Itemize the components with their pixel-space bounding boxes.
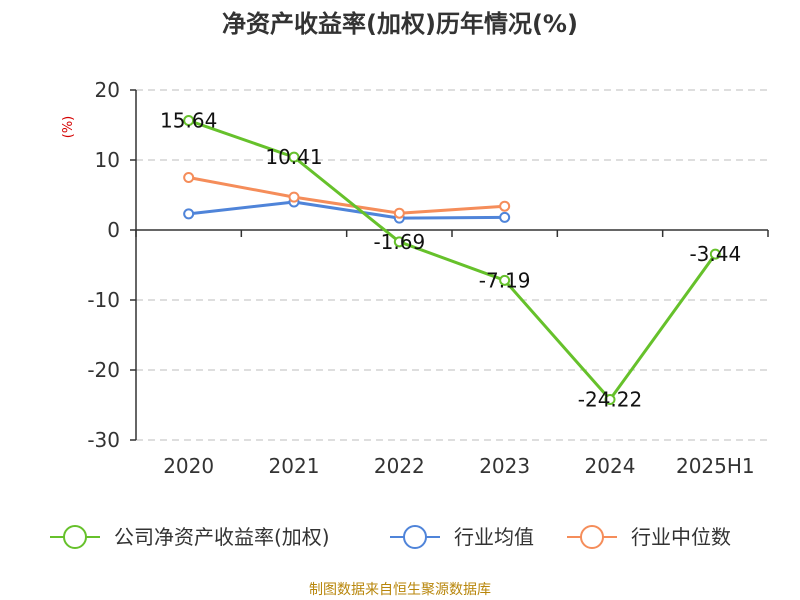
y-axis-unit-label: (%) [61, 116, 76, 139]
x-tick-label: 2024 [585, 454, 636, 478]
company-roe-data-label: -3.44 [689, 242, 741, 266]
legend-label-industry-average: 行业均值 [454, 525, 534, 549]
y-tick-label: -30 [87, 428, 120, 452]
legend-marker-company [63, 525, 87, 549]
y-tick-label: 0 [107, 218, 120, 242]
industry-average-point [499, 211, 511, 223]
industry-median-line [187, 176, 507, 215]
company-roe-data-label: 10.41 [265, 145, 322, 169]
industry-average-point [183, 208, 195, 220]
industry-median-point [183, 172, 195, 183]
y-tick-label: 10 [95, 148, 120, 172]
company-roe-point [499, 274, 511, 286]
legend-item-industry-average: 行业均值 [390, 525, 534, 549]
legend-label-industry-median: 行业中位数 [631, 525, 731, 549]
y-tick-label: -10 [87, 288, 120, 312]
y-tick-label: 20 [95, 78, 120, 102]
x-tick-label: 2022 [374, 454, 425, 478]
industry-median-point [393, 207, 405, 219]
chart-title: 净资产收益率(加权)历年情况(%) [222, 10, 578, 38]
company-roe-point [393, 236, 405, 248]
company-roe-line [187, 119, 717, 402]
industry-median-point [288, 191, 300, 203]
x-tick-label: 2023 [479, 454, 530, 478]
company-roe-data-label: 15.64 [160, 109, 217, 133]
series-layer [183, 115, 721, 406]
data-label-layer: 15.64 10.41 -1.69 -7.19 -24.22 -3.44 [160, 109, 741, 412]
industry-median-point [499, 200, 511, 212]
legend-item-industry-median: 行业中位数 [567, 525, 731, 549]
legend-label-company: 公司净资产收益率(加权) [114, 525, 330, 549]
y-tick-label: -20 [87, 358, 120, 382]
company-roe-point [604, 394, 616, 406]
x-tick-label: 2025H1 [676, 454, 755, 478]
legend: 公司净资产收益率(加权) 行业均值 行业中位数 [50, 525, 731, 549]
x-tick-label: 2021 [269, 454, 320, 478]
grid-layer [136, 89, 768, 441]
company-roe-point [183, 115, 195, 127]
company-roe-point [709, 248, 721, 260]
industry-average-line [187, 200, 507, 220]
source-note: 制图数据来自恒生聚源数据库 [309, 582, 491, 598]
legend-item-company: 公司净资产收益率(加权) [50, 525, 330, 549]
company-roe-data-label: -24.22 [578, 388, 642, 412]
company-roe-data-label: -1.69 [373, 230, 425, 254]
company-roe-data-label: -7.19 [479, 268, 531, 292]
x-tick-label: 2020 [163, 454, 214, 478]
legend-marker-industry-median [580, 525, 604, 549]
company-roe-point [288, 151, 300, 163]
legend-marker-industry-average [403, 525, 427, 549]
